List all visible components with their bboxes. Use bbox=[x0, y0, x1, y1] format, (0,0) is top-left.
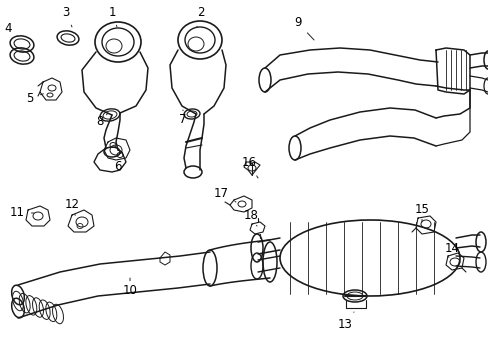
Text: 18: 18 bbox=[243, 210, 258, 226]
Text: 8: 8 bbox=[96, 113, 108, 129]
Text: 4: 4 bbox=[4, 22, 18, 36]
Text: 10: 10 bbox=[122, 278, 137, 297]
Text: 2: 2 bbox=[196, 6, 204, 27]
Text: 14: 14 bbox=[444, 242, 459, 257]
Text: 1: 1 bbox=[108, 5, 117, 27]
Text: 9: 9 bbox=[294, 17, 313, 40]
Text: 15: 15 bbox=[414, 203, 428, 222]
Text: 12: 12 bbox=[64, 198, 80, 215]
Text: 5: 5 bbox=[26, 91, 43, 104]
Text: 16: 16 bbox=[241, 157, 258, 178]
Text: 7: 7 bbox=[179, 110, 186, 126]
Text: 17: 17 bbox=[213, 188, 236, 202]
Text: 11: 11 bbox=[9, 207, 34, 220]
Text: 3: 3 bbox=[62, 5, 72, 27]
Text: 6: 6 bbox=[114, 158, 122, 174]
Text: 13: 13 bbox=[337, 312, 353, 332]
